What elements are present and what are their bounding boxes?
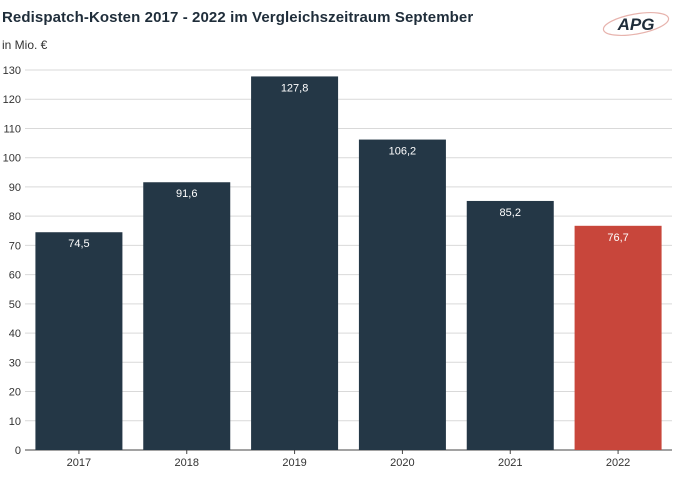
x-tick-label: 2017 xyxy=(67,457,91,469)
data-label: 106,2 xyxy=(389,146,417,158)
y-tick-label: 70 xyxy=(9,240,21,252)
x-tick-label: 2019 xyxy=(282,457,306,469)
y-tick-label: 130 xyxy=(3,65,21,77)
x-tick-label: 2021 xyxy=(498,457,522,469)
y-tick-label: 0 xyxy=(15,445,21,457)
bar-2022 xyxy=(574,225,662,450)
x-tick-label: 2022 xyxy=(606,457,630,469)
y-tick-label: 20 xyxy=(9,387,21,399)
bars xyxy=(35,76,662,451)
bar-2020 xyxy=(358,139,446,451)
apg-logo-icon: APG xyxy=(602,12,670,36)
x-tick-label: 2018 xyxy=(175,457,199,469)
bar-2017 xyxy=(35,232,123,450)
x-tick-label: 2020 xyxy=(390,457,414,469)
x-axis-ticks: 2017 2018 2019 2020 2021 2022 xyxy=(67,450,630,469)
data-label: 76,7 xyxy=(607,232,628,244)
y-tick-label: 80 xyxy=(9,211,21,223)
y-axis-ticks: 0 10 20 30 40 50 60 70 80 90 100 110 120 130 xyxy=(3,65,21,457)
bar-2019 xyxy=(251,76,339,450)
y-tick-label: 40 xyxy=(9,328,21,340)
y-tick-label: 110 xyxy=(3,123,21,135)
y-tick-label: 30 xyxy=(9,357,21,369)
y-tick-label: 60 xyxy=(9,270,21,282)
y-tick-label: 10 xyxy=(9,416,21,428)
y-tick-label: 50 xyxy=(9,299,21,311)
apg-logo-text: APG xyxy=(617,15,655,34)
data-label: 127,8 xyxy=(281,82,309,94)
y-tick-label: 120 xyxy=(3,94,21,106)
gridlines xyxy=(25,69,672,451)
bar-2018 xyxy=(143,182,231,450)
y-axis-unit-label: in Mio. € xyxy=(2,38,48,52)
y-tick-label: 90 xyxy=(9,182,21,194)
data-label: 85,2 xyxy=(500,207,521,219)
y-tick-label: 100 xyxy=(3,153,21,165)
data-label: 74,5 xyxy=(68,238,89,250)
chart-title: Redispatch-Kosten 2017 - 2022 im Verglei… xyxy=(2,9,474,26)
data-label: 91,6 xyxy=(176,188,197,200)
bar-2021 xyxy=(466,200,554,450)
data-labels: 74,5 91,6 127,8 106,2 85,2 76,7 xyxy=(68,82,629,250)
